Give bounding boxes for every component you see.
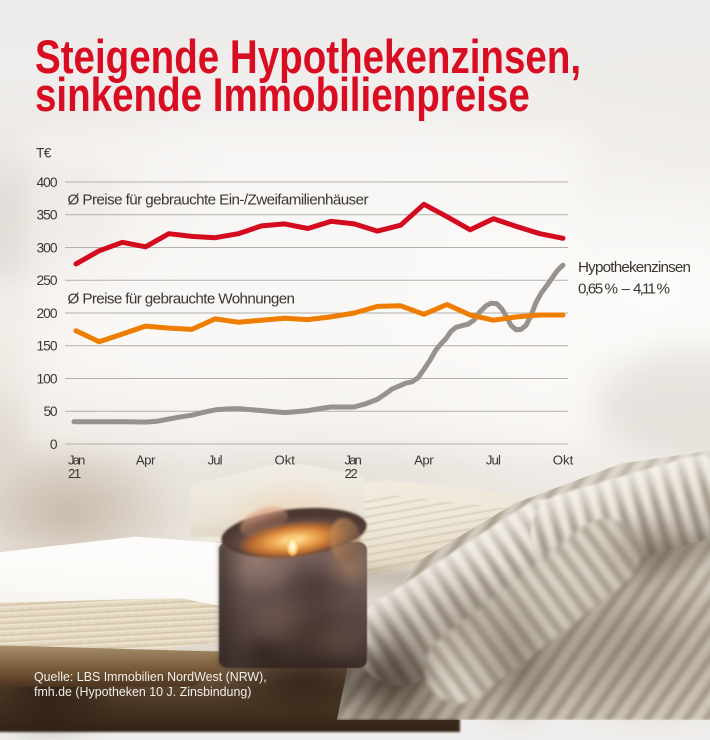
svg-text:21: 21 — [68, 466, 81, 481]
svg-text:Jan: Jan — [345, 453, 362, 468]
svg-text:400: 400 — [37, 175, 58, 190]
svg-text:0: 0 — [50, 437, 58, 452]
svg-text:Ø Preise für gebrauchte Wohnun: Ø Preise für gebrauchte Wohnungen — [68, 291, 296, 308]
svg-text:Apr: Apr — [414, 453, 434, 468]
svg-text:300: 300 — [37, 240, 58, 255]
svg-text:Jan: Jan — [68, 453, 85, 468]
svg-text:Jul: Jul — [208, 453, 223, 468]
svg-text:22: 22 — [345, 466, 358, 481]
svg-text:150: 150 — [37, 339, 58, 354]
svg-text:Okt: Okt — [274, 453, 295, 468]
svg-text:200: 200 — [37, 306, 58, 321]
svg-text:100: 100 — [37, 371, 58, 386]
svg-text:50: 50 — [44, 404, 58, 419]
svg-text:T€: T€ — [36, 146, 52, 161]
svg-text:Apr: Apr — [136, 453, 156, 468]
svg-text:4,11 %: 4,11 % — [633, 281, 670, 298]
svg-text:0,65 %: 0,65 % — [578, 281, 618, 298]
svg-text:Hypothekenzinsen: Hypothekenzinsen — [578, 259, 691, 276]
svg-text:–: – — [622, 281, 631, 298]
svg-text:250: 250 — [37, 273, 58, 288]
svg-text:Ø Preise für gebrauchte Ein-/Z: Ø Preise für gebrauchte Ein-/Zweifamilie… — [68, 192, 369, 209]
svg-text:Jul: Jul — [486, 453, 501, 468]
svg-text:350: 350 — [37, 208, 58, 223]
svg-text:Okt: Okt — [553, 453, 574, 468]
